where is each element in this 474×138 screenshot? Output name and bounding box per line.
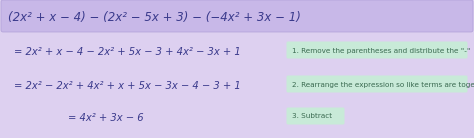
FancyBboxPatch shape <box>286 108 345 124</box>
Text: = 4x² + 3x − 6: = 4x² + 3x − 6 <box>68 113 144 123</box>
Text: 2. Rearrange the expression so like terms are together: 2. Rearrange the expression so like term… <box>292 82 474 87</box>
Text: = 2x² − 2x² + 4x² + x + 5x − 3x − 4 − 3 + 1: = 2x² − 2x² + 4x² + x + 5x − 3x − 4 − 3 … <box>14 81 241 91</box>
FancyBboxPatch shape <box>286 75 467 92</box>
FancyBboxPatch shape <box>286 42 467 59</box>
Text: 3. Subtract: 3. Subtract <box>292 113 332 120</box>
FancyBboxPatch shape <box>1 0 473 32</box>
Text: = 2x² + x − 4 − 2x² + 5x − 3 + 4x² − 3x + 1: = 2x² + x − 4 − 2x² + 5x − 3 + 4x² − 3x … <box>14 47 241 57</box>
Text: (2x² + x − 4) − (2x² − 5x + 3) − (−4x² + 3x − 1): (2x² + x − 4) − (2x² − 5x + 3) − (−4x² +… <box>8 10 301 23</box>
Text: 1. Remove the parentheses and distribute the "-": 1. Remove the parentheses and distribute… <box>292 47 470 54</box>
